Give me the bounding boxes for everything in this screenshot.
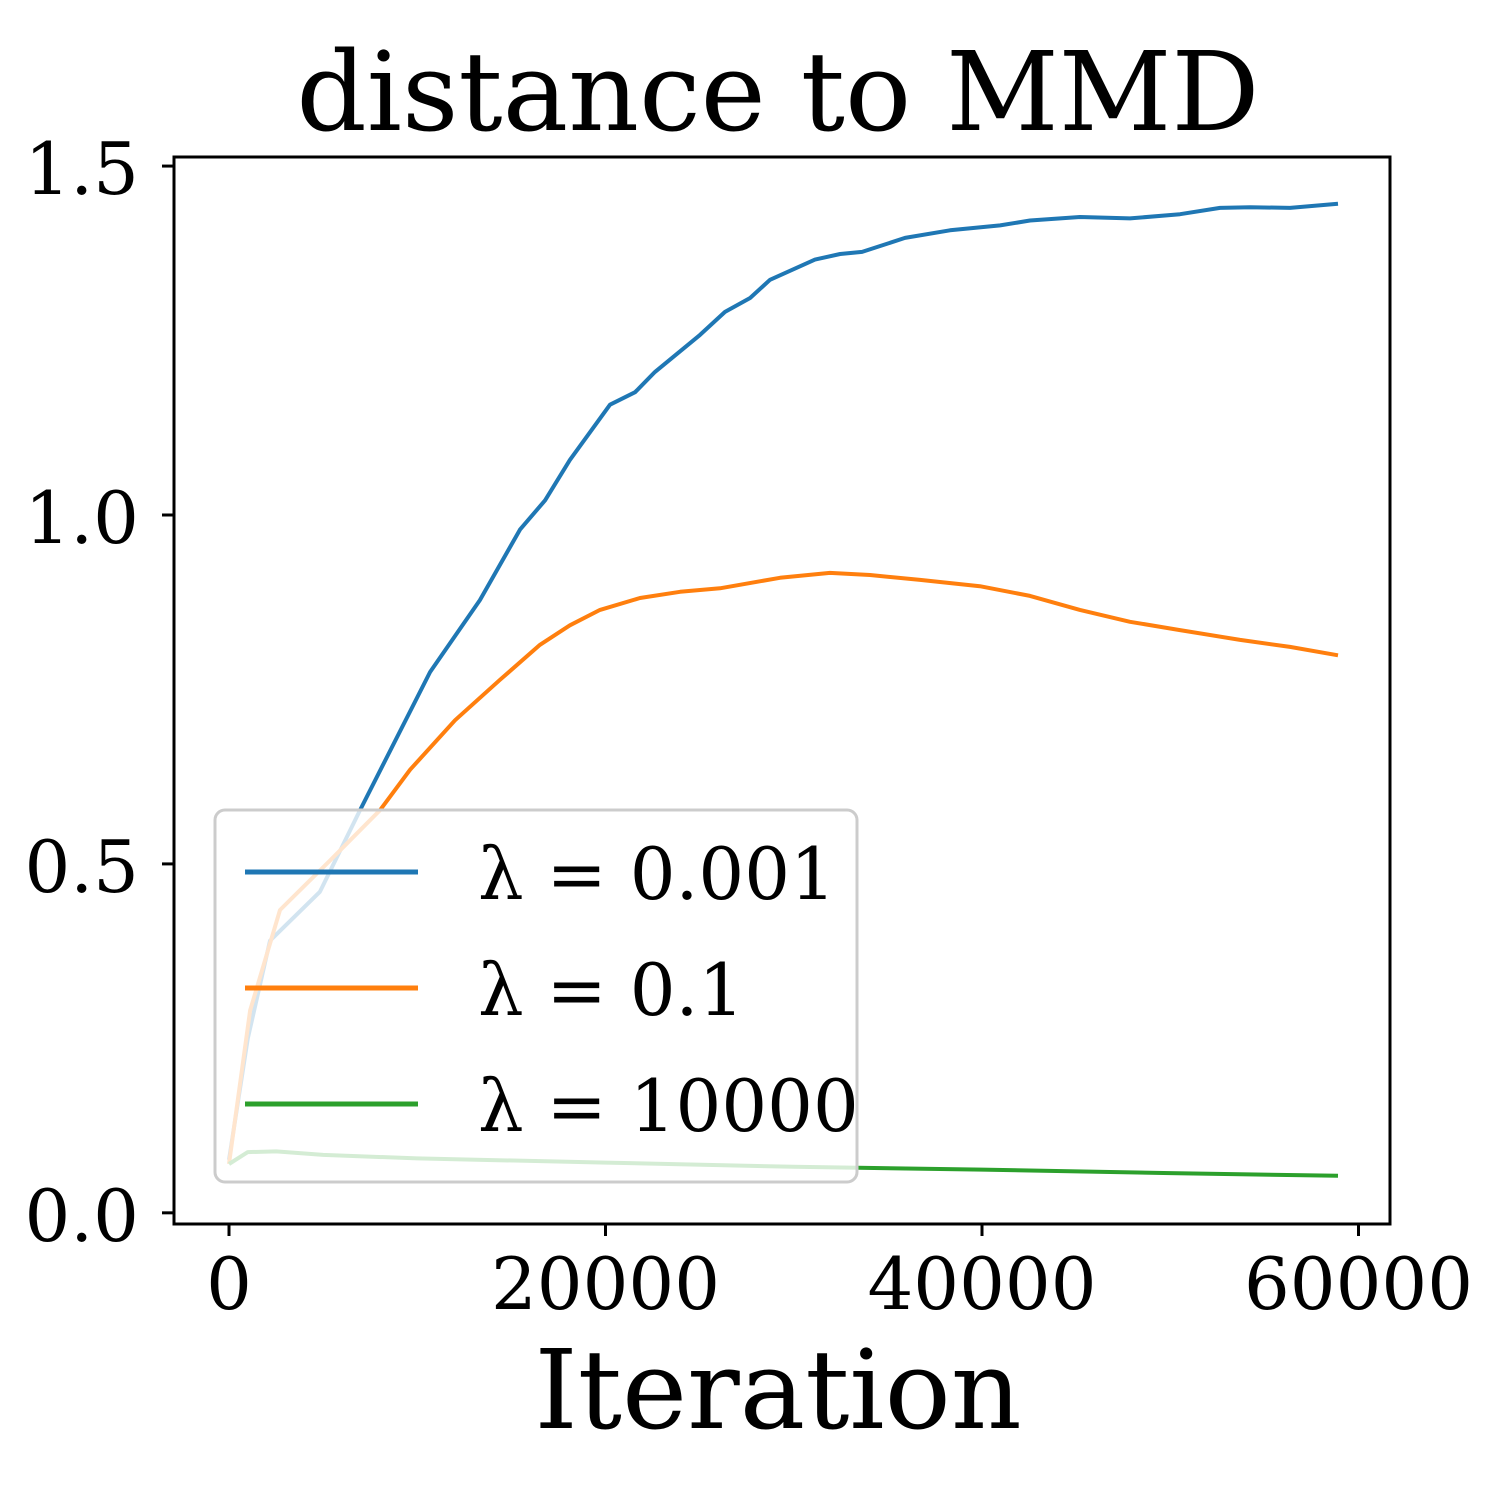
y-tick-label: 0.0 (24, 1174, 139, 1258)
y-tick-label: 0.5 (24, 825, 139, 909)
x-tick-label: 60000 (1244, 1242, 1473, 1326)
legend-box (213, 808, 859, 1184)
series-line-1 (227, 570, 1339, 1165)
chart-title: distance to MMD (296, 28, 1259, 156)
plot-frame (172, 155, 1392, 1226)
legend: λ = 0.001 λ = 0.1 λ = 10000 (213, 808, 859, 1184)
y-tick-label: 1.0 (24, 476, 139, 560)
y-axis: 0.0 0.5 1.0 1.5 (24, 127, 174, 1258)
legend-label-1: λ = 0.1 (478, 948, 744, 1032)
x-tick-label: 40000 (867, 1242, 1096, 1326)
x-axis: 0 20000 40000 60000 (206, 1224, 1473, 1326)
series-line-0 (227, 201, 1339, 1161)
x-tick-label: 0 (206, 1242, 252, 1326)
y-tick-label: 1.5 (24, 127, 139, 211)
x-tick-label: 20000 (491, 1242, 720, 1326)
legend-label-0: λ = 0.001 (478, 832, 836, 916)
x-axis-label: Iteration (534, 1326, 1021, 1454)
legend-label-2: λ = 10000 (478, 1064, 859, 1148)
